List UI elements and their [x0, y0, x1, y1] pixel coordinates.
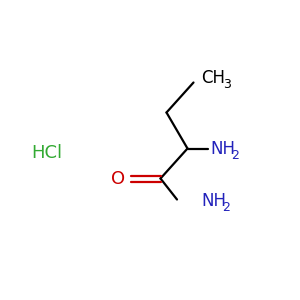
Text: 3: 3 [223, 78, 230, 91]
Text: 2: 2 [223, 201, 230, 214]
Text: O: O [111, 169, 126, 188]
Text: NH: NH [210, 140, 235, 158]
Text: CH: CH [201, 69, 225, 87]
Text: HCl: HCl [31, 144, 62, 162]
Text: NH: NH [201, 192, 226, 210]
Text: 2: 2 [232, 148, 239, 162]
